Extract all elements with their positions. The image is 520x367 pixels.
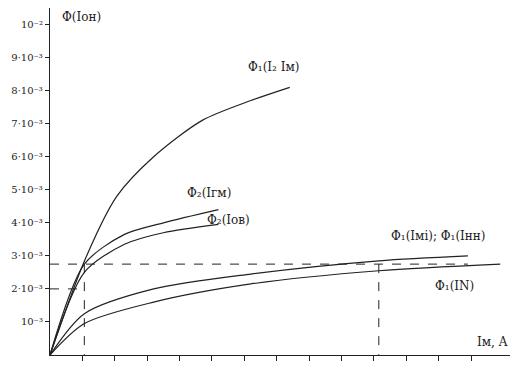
svg-text:7·10⁻³: 7·10⁻³ [11, 118, 43, 129]
svg-text:10⁻³: 10⁻³ [21, 316, 43, 327]
svg-text:3·10⁻³: 3·10⁻³ [11, 250, 43, 261]
svg-text:Φ₂(Iов): Φ₂(Iов) [207, 213, 250, 227]
svg-text:Φ₁(I₂ Iм): Φ₁(I₂ Iм) [248, 60, 299, 74]
svg-text:Φ₁(Iмі); Φ₁(Iнн): Φ₁(Iмі); Φ₁(Iнн) [391, 229, 486, 243]
svg-text:5·10⁻³: 5·10⁻³ [11, 184, 43, 195]
svg-text:10⁻²: 10⁻² [21, 19, 43, 30]
svg-text:8·10⁻³: 8·10⁻³ [11, 85, 43, 96]
svg-text:2·10⁻³: 2·10⁻³ [11, 283, 43, 294]
svg-text:Φ(Iон): Φ(Iон) [62, 10, 101, 24]
svg-text:6·10⁻³: 6·10⁻³ [11, 151, 43, 162]
svg-text:4·10⁻³: 4·10⁻³ [11, 217, 43, 228]
svg-text:Iм, A: Iм, A [477, 335, 508, 349]
svg-text:Φ₂(Iгм): Φ₂(Iгм) [187, 186, 231, 200]
svg-text:Φ₁(IN): Φ₁(IN) [435, 279, 474, 293]
svg-text:9·10⁻³: 9·10⁻³ [11, 52, 43, 63]
